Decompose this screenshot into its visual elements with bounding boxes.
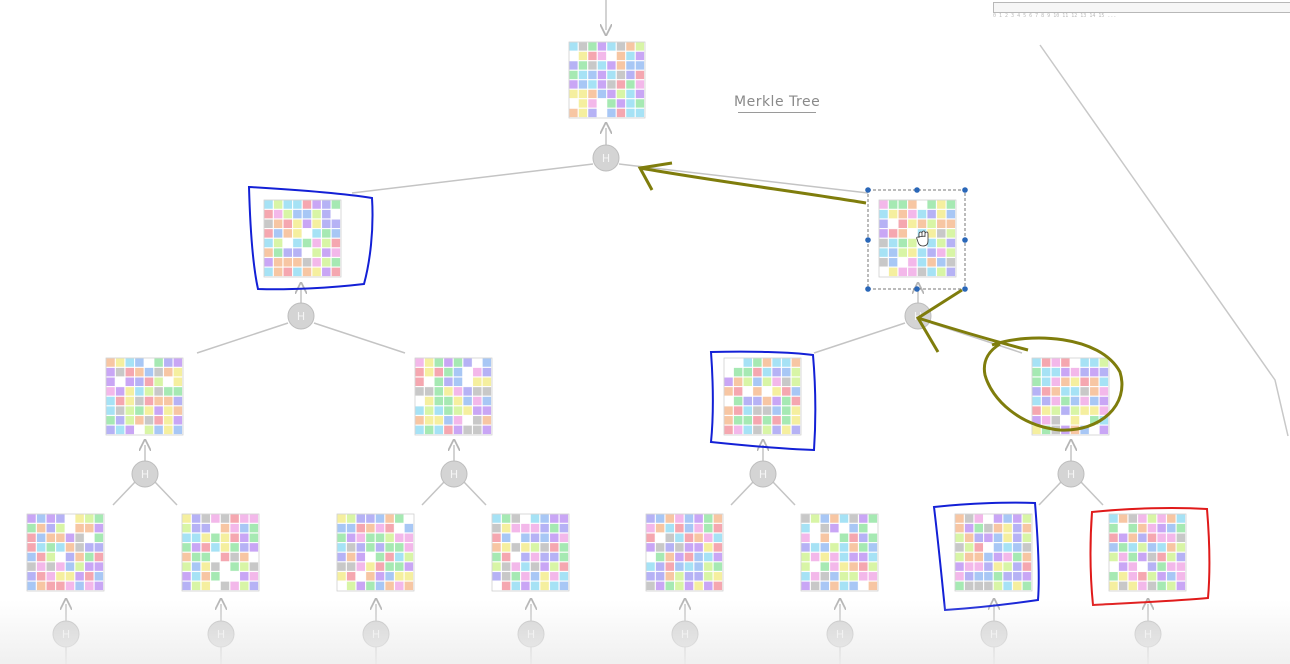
resize-handle[interactable] bbox=[865, 187, 871, 193]
resize-handle[interactable] bbox=[914, 187, 920, 193]
hash-node-label: H bbox=[1067, 468, 1075, 481]
tree-edge bbox=[813, 322, 906, 354]
hash-node: H bbox=[904, 302, 932, 330]
olive-arrow-annotation bbox=[637, 161, 673, 191]
hash-node-label: H bbox=[602, 152, 610, 165]
bottom-fade bbox=[0, 600, 1290, 664]
tree-edge bbox=[618, 163, 869, 194]
hash-node: H bbox=[131, 460, 159, 488]
blue-box-annotation bbox=[709, 350, 817, 452]
leaf-hash-block bbox=[181, 513, 260, 592]
timeline-ruler bbox=[993, 2, 1290, 13]
level2-hash-block bbox=[414, 357, 493, 436]
level2-hash-block bbox=[723, 357, 802, 436]
root-hash-block bbox=[568, 41, 646, 119]
hash-node: H bbox=[749, 460, 777, 488]
hash-node: H bbox=[592, 144, 620, 172]
tree-edge bbox=[154, 481, 178, 506]
tree-edge bbox=[421, 481, 445, 506]
tree-edge bbox=[196, 322, 289, 354]
leaf-hash-block bbox=[26, 513, 105, 592]
resize-handle[interactable] bbox=[962, 187, 968, 193]
title-underline bbox=[738, 112, 816, 113]
hash-node: H bbox=[440, 460, 468, 488]
resize-handle[interactable] bbox=[914, 286, 920, 292]
tree-edge bbox=[112, 481, 136, 506]
olive-arrow-annotation bbox=[917, 316, 1029, 352]
tree-edge bbox=[1080, 481, 1104, 506]
ruler-ticks: 0 1 2 3 4 5 6 7 8 9 10 11 12 13 14 15 ..… bbox=[993, 13, 1117, 19]
olive-arrow-annotation bbox=[915, 288, 963, 353]
leaf-hash-block bbox=[645, 513, 724, 592]
level2-hash-block bbox=[105, 357, 184, 436]
hash-node-label: H bbox=[450, 468, 458, 481]
resize-handle[interactable] bbox=[962, 237, 968, 243]
grab-cursor-icon bbox=[916, 230, 929, 247]
selection-handles[interactable] bbox=[865, 187, 968, 292]
resize-handle[interactable] bbox=[865, 237, 871, 243]
leaf-hash-block bbox=[491, 513, 570, 592]
hash-node: H bbox=[287, 302, 315, 330]
hash-node: H bbox=[1057, 460, 1085, 488]
olive-circle-annotation bbox=[982, 336, 1124, 432]
blue-box-annotation bbox=[247, 185, 374, 291]
leaf-hash-block bbox=[336, 513, 415, 592]
leaf-hash-block bbox=[1108, 513, 1187, 592]
level1-hash-block bbox=[263, 199, 342, 278]
tree-edge bbox=[772, 481, 796, 506]
leaf-hash-block bbox=[954, 513, 1033, 592]
resize-handle[interactable] bbox=[865, 286, 871, 292]
tree-edge bbox=[463, 481, 487, 506]
boundary-line bbox=[1039, 44, 1289, 437]
red-box-annotation bbox=[1089, 507, 1211, 607]
tree-edge bbox=[313, 322, 406, 354]
tree-edge bbox=[351, 163, 594, 194]
tree-edge bbox=[730, 481, 754, 506]
diagram-title: Merkle Tree bbox=[734, 94, 821, 110]
hash-node-label: H bbox=[297, 310, 305, 323]
olive-arrow-annotation bbox=[639, 166, 867, 205]
hash-node-label: H bbox=[141, 468, 149, 481]
leaf-hash-block bbox=[800, 513, 879, 592]
resize-handle[interactable] bbox=[962, 286, 968, 292]
pen-annotations bbox=[247, 44, 1289, 612]
hash-blocks bbox=[26, 41, 1187, 592]
tree-edge bbox=[1038, 481, 1062, 506]
hash-node-label: H bbox=[759, 468, 767, 481]
